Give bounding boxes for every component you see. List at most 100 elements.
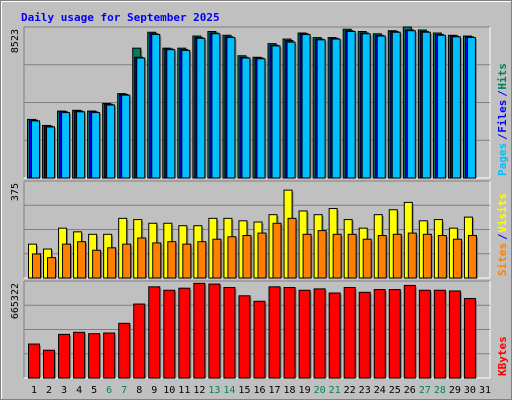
x-tick-label: 30 [464, 385, 476, 396]
sites-bar [32, 253, 41, 279]
pages-bar [466, 37, 476, 179]
sites-bar [227, 236, 237, 279]
kbytes-bar [328, 292, 341, 379]
legend-hits-0: Pages [496, 143, 509, 176]
x-tick-label: 8 [136, 385, 142, 396]
x-tick-label: 21 [329, 385, 341, 396]
sites-bar [407, 232, 417, 279]
x-tick-label: 13 [208, 385, 220, 396]
sites-bar [92, 249, 102, 279]
pages-bar [181, 49, 191, 179]
pages-bar [331, 38, 341, 179]
x-tick-label: 10 [163, 385, 175, 396]
x-tick-label: 26 [404, 385, 416, 396]
pages-bar [196, 37, 206, 179]
x-tick-label: 31 [479, 385, 491, 396]
x-tick-label: 22 [344, 385, 356, 396]
sites-bar [452, 238, 462, 279]
kbytes-bar [208, 283, 221, 379]
sites-bar [47, 257, 57, 279]
pages-bar [136, 57, 146, 179]
pages-bar [241, 57, 251, 179]
pages-bar [391, 31, 401, 179]
pages-bar [211, 33, 221, 179]
sites-bar [317, 230, 327, 279]
pages-bar [31, 120, 40, 179]
sites-bar [182, 243, 192, 279]
kbytes-bar [463, 298, 476, 379]
kbytes-bar [403, 284, 416, 379]
sites-bar [332, 233, 342, 279]
sites-bar [272, 222, 282, 279]
x-tick-label: 20 [314, 385, 326, 396]
sites-bar [362, 238, 372, 279]
x-tick-label: 6 [106, 385, 112, 396]
kbytes-bar [118, 322, 131, 379]
kbytes-bar [73, 331, 86, 379]
pages-bar [361, 33, 371, 179]
pages-bar [406, 30, 416, 179]
pages-bar [316, 39, 326, 179]
legend-hits-2: Files [496, 100, 509, 133]
pages-bar [46, 126, 56, 179]
x-tick-label: 3 [61, 385, 67, 396]
legend-kbytes-0: KBytes [496, 336, 509, 376]
x-tick-label: 23 [359, 385, 371, 396]
x-tick-label: 2 [46, 385, 52, 396]
pages-bar [421, 31, 431, 179]
x-tick-label: 1 [31, 385, 37, 396]
x-tick-label: 5 [91, 385, 97, 396]
legend-visits-2: Visits [496, 193, 509, 233]
pages-bar [256, 58, 266, 179]
sites-bar [122, 243, 132, 279]
kbytes-bar [223, 286, 236, 379]
legend-hits-4: Hits [496, 63, 509, 90]
kbytes-bar [28, 343, 40, 379]
x-tick-label: 7 [121, 385, 127, 396]
pages-bar [376, 35, 386, 179]
sites-bar [242, 235, 252, 279]
kbytes-bar [238, 295, 251, 379]
kbytes-bar [418, 289, 431, 379]
pages-bar [121, 94, 131, 179]
pages-bar [451, 36, 461, 179]
x-tick-label: 25 [389, 385, 401, 396]
sites-bar [197, 241, 207, 279]
sites-bar [422, 233, 432, 279]
x-tick-label: 11 [178, 385, 190, 396]
y-tick-hits: 8523 [10, 29, 21, 53]
kbytes-bar [193, 282, 206, 379]
sites-bar [287, 217, 297, 279]
sites-bar [437, 235, 447, 279]
legend-hits-3: / [496, 90, 509, 97]
kbytes-bar [58, 333, 71, 379]
pages-bar [106, 104, 116, 179]
kbytes-bar [388, 289, 401, 379]
kbytes-bar [358, 291, 371, 379]
sites-bar [167, 241, 177, 279]
y-tick-kbytes: 665322 [10, 283, 21, 319]
sites-bar [377, 235, 387, 279]
x-tick-label: 28 [434, 385, 446, 396]
pages-bar [61, 112, 71, 179]
kbytes-bar [103, 332, 116, 379]
kbytes-bar [88, 333, 101, 379]
sites-bar [347, 233, 357, 279]
legend-hits-1: / [496, 133, 509, 140]
y-tick-visits: 375 [10, 183, 21, 201]
x-tick-label: 14 [223, 385, 235, 396]
sites-bar [257, 232, 267, 279]
legend-visits-1: / [496, 233, 509, 240]
x-tick-label: 19 [299, 385, 311, 396]
kbytes-bar [433, 289, 446, 379]
sites-bar [467, 235, 477, 279]
kbytes-bar [298, 289, 311, 379]
sites-bar [152, 242, 162, 279]
chart-title: Daily usage for September 2025 [21, 11, 220, 24]
kbytes-bar [253, 300, 266, 379]
sites-bar [302, 233, 312, 279]
pages-bar [166, 49, 176, 179]
sites-bar [77, 241, 87, 279]
